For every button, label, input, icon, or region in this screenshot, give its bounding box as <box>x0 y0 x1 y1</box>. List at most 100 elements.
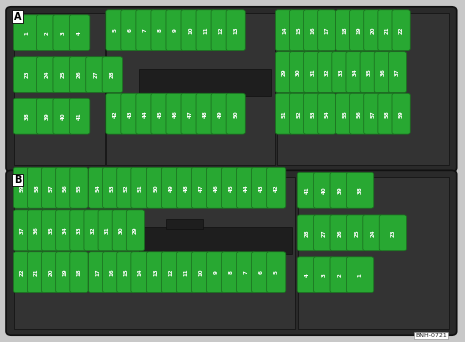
Text: 40: 40 <box>61 113 66 120</box>
Bar <box>166 94 203 104</box>
FancyBboxPatch shape <box>304 10 322 51</box>
FancyBboxPatch shape <box>221 252 241 293</box>
Text: 39: 39 <box>338 186 343 194</box>
FancyBboxPatch shape <box>346 257 374 293</box>
FancyBboxPatch shape <box>176 167 196 208</box>
FancyBboxPatch shape <box>267 252 286 293</box>
FancyBboxPatch shape <box>70 210 88 251</box>
FancyBboxPatch shape <box>126 210 145 251</box>
Text: 37: 37 <box>395 68 400 76</box>
Text: 25: 25 <box>354 229 359 237</box>
FancyBboxPatch shape <box>221 167 241 208</box>
FancyBboxPatch shape <box>41 252 60 293</box>
Text: 4: 4 <box>305 273 310 277</box>
Text: 51: 51 <box>138 184 142 192</box>
Text: 41: 41 <box>77 113 82 120</box>
FancyBboxPatch shape <box>69 15 90 51</box>
Bar <box>106 13 275 165</box>
Text: 19: 19 <box>356 26 361 34</box>
FancyBboxPatch shape <box>332 52 350 93</box>
Text: B: B <box>14 175 21 185</box>
Text: 46: 46 <box>173 110 178 118</box>
FancyBboxPatch shape <box>335 93 354 134</box>
Text: 48: 48 <box>184 184 188 192</box>
Text: 15: 15 <box>123 268 128 276</box>
Text: 50: 50 <box>233 110 238 118</box>
FancyBboxPatch shape <box>13 167 32 208</box>
FancyBboxPatch shape <box>117 252 135 293</box>
Text: 39: 39 <box>44 112 49 120</box>
FancyBboxPatch shape <box>103 167 121 208</box>
FancyBboxPatch shape <box>27 167 46 208</box>
FancyBboxPatch shape <box>289 93 308 134</box>
FancyBboxPatch shape <box>166 10 185 51</box>
Text: 40: 40 <box>321 186 326 194</box>
FancyBboxPatch shape <box>53 98 73 134</box>
FancyBboxPatch shape <box>267 167 286 208</box>
Text: 10: 10 <box>188 26 193 34</box>
FancyBboxPatch shape <box>297 257 318 293</box>
Text: 22: 22 <box>399 26 404 34</box>
FancyBboxPatch shape <box>37 98 57 134</box>
FancyBboxPatch shape <box>13 210 32 251</box>
Text: 26: 26 <box>77 71 82 78</box>
FancyBboxPatch shape <box>388 52 406 93</box>
Text: 53: 53 <box>109 184 114 192</box>
Text: 25: 25 <box>61 71 66 78</box>
Text: 20: 20 <box>48 268 53 276</box>
FancyBboxPatch shape <box>151 93 170 134</box>
FancyBboxPatch shape <box>346 52 364 93</box>
FancyBboxPatch shape <box>41 210 60 251</box>
FancyBboxPatch shape <box>364 93 382 134</box>
Text: 47: 47 <box>188 110 193 118</box>
FancyBboxPatch shape <box>252 167 271 208</box>
Text: 12: 12 <box>218 26 223 34</box>
FancyBboxPatch shape <box>53 57 73 93</box>
Text: 33: 33 <box>339 68 344 76</box>
FancyBboxPatch shape <box>41 167 60 208</box>
Text: 55: 55 <box>76 184 81 192</box>
Text: 6: 6 <box>128 28 133 32</box>
Text: 7: 7 <box>244 270 249 274</box>
FancyBboxPatch shape <box>237 167 256 208</box>
FancyBboxPatch shape <box>318 10 336 51</box>
FancyBboxPatch shape <box>56 252 74 293</box>
Text: 31: 31 <box>105 226 110 234</box>
Text: 9: 9 <box>213 270 219 274</box>
FancyBboxPatch shape <box>176 252 196 293</box>
Text: 59: 59 <box>399 110 404 118</box>
Text: 46: 46 <box>213 184 219 192</box>
Text: 54: 54 <box>324 110 329 118</box>
Text: 1: 1 <box>358 273 363 277</box>
FancyBboxPatch shape <box>117 167 135 208</box>
Text: 14: 14 <box>138 268 142 276</box>
Text: 35: 35 <box>48 226 53 234</box>
Text: 27: 27 <box>321 229 326 237</box>
FancyBboxPatch shape <box>69 57 90 93</box>
FancyBboxPatch shape <box>297 172 318 208</box>
FancyBboxPatch shape <box>211 10 230 51</box>
Text: 49: 49 <box>218 110 223 118</box>
FancyBboxPatch shape <box>350 93 368 134</box>
FancyBboxPatch shape <box>131 252 149 293</box>
Text: 2: 2 <box>338 273 343 277</box>
Text: 16: 16 <box>109 268 114 276</box>
Text: 32: 32 <box>324 68 329 76</box>
FancyBboxPatch shape <box>275 52 293 93</box>
FancyBboxPatch shape <box>27 210 46 251</box>
FancyBboxPatch shape <box>330 172 351 208</box>
FancyBboxPatch shape <box>196 10 215 51</box>
Text: 15: 15 <box>296 26 301 34</box>
Text: 24: 24 <box>371 229 376 237</box>
Text: 54: 54 <box>95 184 100 192</box>
Text: 48: 48 <box>203 110 208 118</box>
Text: 17: 17 <box>324 26 329 34</box>
Text: 9: 9 <box>173 28 178 32</box>
FancyBboxPatch shape <box>146 252 166 293</box>
FancyBboxPatch shape <box>106 93 125 134</box>
FancyBboxPatch shape <box>13 15 40 51</box>
FancyBboxPatch shape <box>181 10 200 51</box>
Text: 58: 58 <box>385 110 390 118</box>
FancyBboxPatch shape <box>13 252 32 293</box>
Text: 11: 11 <box>184 268 188 276</box>
